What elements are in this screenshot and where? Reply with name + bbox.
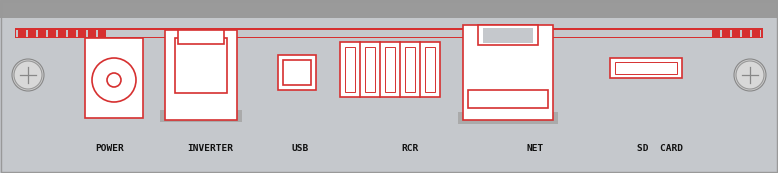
Bar [283,60,311,85]
Circle shape [736,61,764,89]
Text: POWER: POWER [96,144,124,153]
Bar [38,30,46,37]
Circle shape [12,59,44,91]
Bar [458,112,558,124]
Bar [712,30,720,37]
Bar [752,30,760,37]
Bar [483,28,533,43]
Bar [78,30,86,37]
Bar [58,30,66,37]
Bar [15,28,763,38]
Bar [742,30,750,37]
Bar [385,47,395,92]
Bar [0,0,778,18]
Bar [610,58,682,78]
Bar [98,30,106,37]
Bar [405,47,415,92]
Circle shape [92,58,136,102]
Bar [48,30,56,37]
Bar [175,38,227,93]
Text: USB: USB [292,144,309,153]
Bar [615,62,677,74]
Bar [18,30,26,37]
Bar [722,30,730,37]
Bar [345,47,355,92]
Circle shape [107,73,121,87]
Bar [160,110,242,122]
Bar [28,30,36,37]
Text: NET: NET [527,144,544,153]
Bar [88,30,96,37]
Bar [463,25,553,120]
Circle shape [14,61,42,89]
Bar [365,47,375,92]
Text: INVERTER: INVERTER [187,144,233,153]
Bar [732,30,740,37]
Bar [68,30,76,37]
Bar [340,42,440,97]
Bar [85,38,143,118]
Bar [468,90,548,108]
Text: RCR: RCR [401,144,419,153]
Bar [178,30,224,44]
Bar [16,30,762,37]
Bar [165,30,237,120]
Text: SD  CARD: SD CARD [637,144,683,153]
Bar [0,18,778,173]
Bar [478,25,538,45]
Bar [278,55,316,90]
Circle shape [734,59,766,91]
Bar [425,47,435,92]
